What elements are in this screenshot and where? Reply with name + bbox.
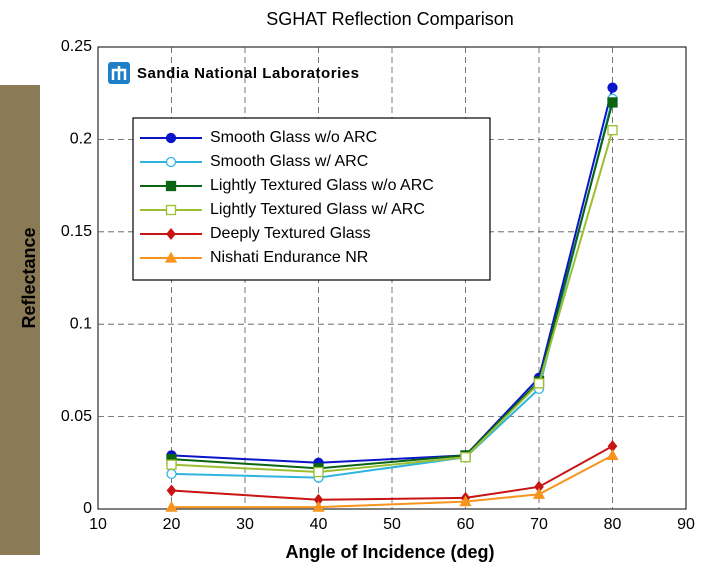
- marker: [461, 453, 470, 462]
- legend-marker: [167, 206, 176, 215]
- legend-label: Nishati Endurance NR: [210, 249, 368, 266]
- x-tick-label: 60: [457, 516, 475, 533]
- legend-label: Smooth Glass w/ ARC: [210, 153, 368, 170]
- x-tick-label: 20: [163, 516, 181, 533]
- x-tick-label: 90: [677, 516, 695, 533]
- marker: [608, 98, 617, 107]
- legend-marker: [167, 182, 176, 191]
- chart: SGHAT Reflection Comparison Angle of Inc…: [0, 0, 706, 570]
- y-tick-label: 0.2: [70, 131, 92, 148]
- legend-label: Lightly Textured Glass w/ ARC: [210, 201, 425, 218]
- logo-text: Sandia National Laboratories: [137, 65, 359, 82]
- x-tick-label: 40: [310, 516, 328, 533]
- y-tick-label: 0.25: [61, 38, 92, 55]
- marker: [608, 126, 617, 135]
- legend-label: Smooth Glass w/o ARC: [210, 129, 377, 146]
- legend-marker: [167, 134, 176, 143]
- x-tick-label: 30: [236, 516, 254, 533]
- marker: [535, 379, 544, 388]
- legend-label: Lightly Textured Glass w/o ARC: [210, 177, 434, 194]
- x-tick-label: 10: [89, 516, 107, 533]
- legend-label: Deeply Textured Glass: [210, 225, 371, 242]
- x-axis-label: Angle of Incidence (deg): [285, 542, 494, 562]
- y-axis-label: Reflectance: [19, 227, 39, 328]
- marker: [167, 469, 176, 478]
- x-tick-label: 50: [383, 516, 401, 533]
- y-tick-label: 0.15: [61, 223, 92, 240]
- chart-title: SGHAT Reflection Comparison: [266, 9, 513, 29]
- y-tick-label: 0: [83, 500, 92, 517]
- y-tick-label: 0.05: [61, 408, 92, 425]
- y-tick-label: 0.1: [70, 315, 92, 332]
- marker: [167, 460, 176, 469]
- marker: [608, 83, 617, 92]
- x-tick-label: 80: [604, 516, 622, 533]
- legend-marker: [167, 158, 176, 167]
- marker: [314, 468, 323, 477]
- x-tick-label: 70: [530, 516, 548, 533]
